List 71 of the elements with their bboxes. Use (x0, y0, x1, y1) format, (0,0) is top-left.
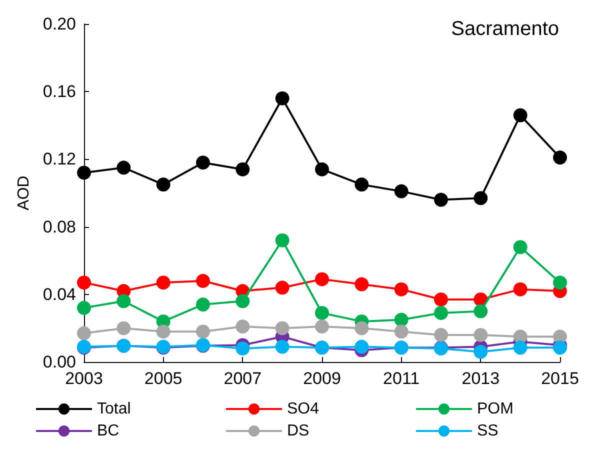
y-tick-label: 0.20 (42, 14, 76, 34)
point (354, 321, 369, 336)
point (354, 277, 369, 292)
point (236, 341, 250, 356)
point (434, 306, 448, 320)
point (77, 300, 91, 315)
point (315, 272, 329, 286)
point (553, 150, 567, 165)
y-tick-label: 0.12 (42, 150, 76, 169)
point (513, 340, 528, 355)
y-tick-label: 0.08 (42, 217, 76, 236)
point (77, 276, 91, 290)
point (116, 321, 131, 336)
x-tick-label: 2011 (383, 369, 420, 388)
point (354, 340, 369, 354)
point (236, 162, 250, 176)
point (354, 178, 369, 192)
point (116, 294, 131, 308)
point (474, 191, 488, 206)
legend-label: SO4 (287, 400, 320, 418)
y-tick-label: 0.00 (42, 352, 76, 372)
y-tick-label: 0.04 (42, 284, 76, 304)
legend-label: SS (477, 422, 498, 440)
point (315, 162, 329, 176)
point (434, 292, 448, 306)
x-tick-label: 2007 (224, 369, 262, 388)
chart-title: Sacramento (451, 18, 560, 40)
x-tick-label: 2005 (144, 369, 182, 388)
point (434, 192, 448, 207)
point (196, 324, 210, 339)
point (474, 304, 488, 318)
point (236, 320, 250, 334)
legend-label: BC (97, 422, 120, 440)
point (275, 233, 290, 248)
point (275, 91, 290, 106)
point (77, 166, 91, 180)
point (553, 340, 567, 355)
point (196, 274, 210, 288)
x-tick-label: 2013 (462, 369, 500, 388)
point (513, 282, 528, 296)
x-tick-label: 2015 (541, 369, 579, 388)
point (394, 184, 408, 198)
point (474, 344, 488, 359)
point (196, 298, 210, 312)
legend-label: POM (477, 400, 514, 418)
legend-label: DS (287, 422, 310, 440)
point (116, 160, 131, 175)
point (394, 324, 408, 339)
point (275, 280, 290, 295)
point (77, 326, 91, 340)
point (474, 328, 488, 342)
y-axis-title: AOD (16, 176, 32, 210)
point (513, 240, 528, 254)
point (156, 178, 170, 192)
point (196, 156, 210, 170)
x-tick-label: 2003 (65, 369, 103, 388)
point (275, 321, 290, 336)
point (434, 328, 448, 342)
x-tick-label: 2009 (303, 369, 341, 388)
point (156, 324, 170, 339)
y-tick-label: 0.16 (42, 82, 76, 102)
point (553, 276, 567, 290)
legend-label: Total (97, 400, 131, 418)
point (513, 108, 528, 122)
point (275, 340, 290, 354)
point (315, 320, 329, 334)
point (394, 282, 408, 296)
point (394, 312, 408, 327)
point (236, 294, 250, 308)
point (156, 276, 170, 290)
point (315, 306, 329, 320)
